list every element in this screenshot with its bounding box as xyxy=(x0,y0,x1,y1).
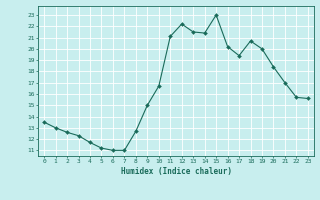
X-axis label: Humidex (Indice chaleur): Humidex (Indice chaleur) xyxy=(121,167,231,176)
